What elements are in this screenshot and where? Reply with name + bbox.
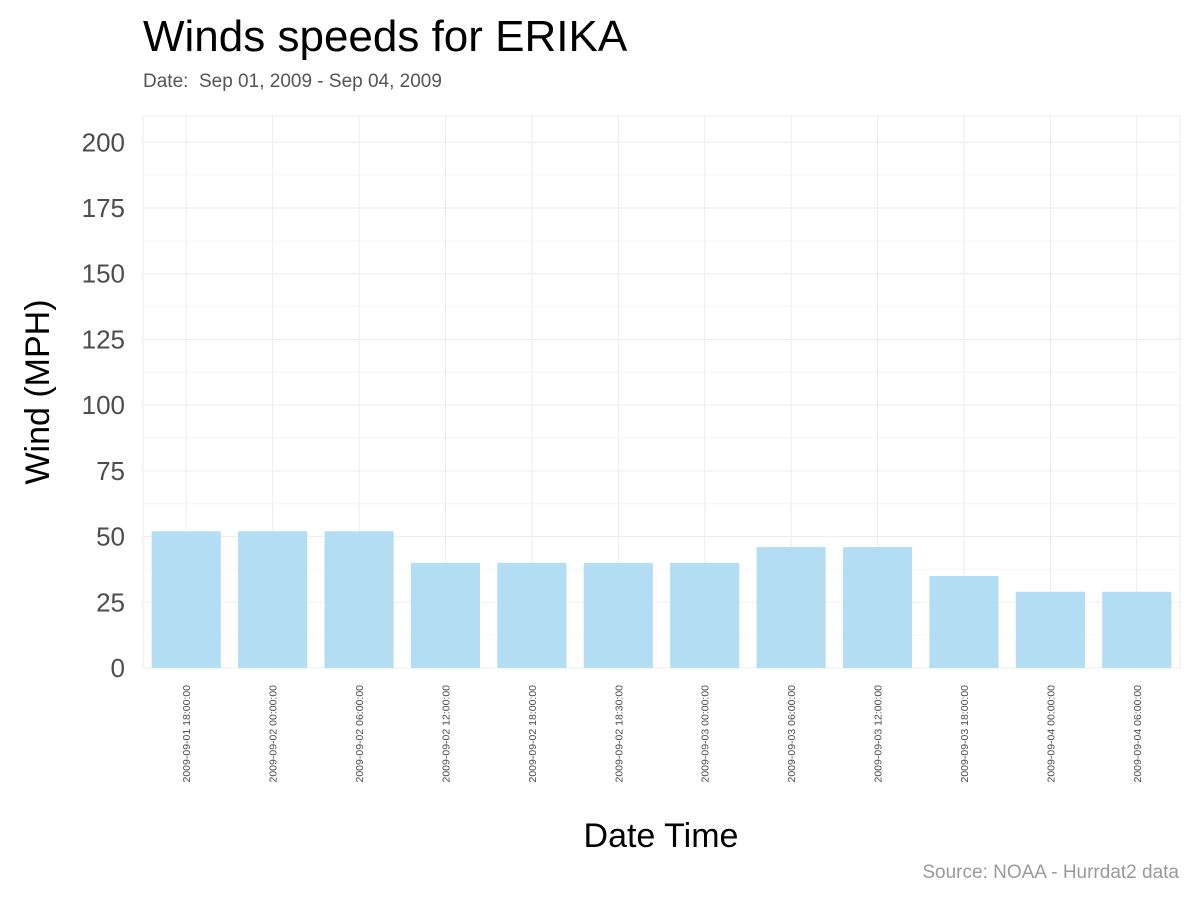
y-tick-label: 25: [96, 587, 125, 617]
x-tick-label: 2009-09-02 00:00:00: [268, 685, 280, 783]
x-tick-label: 2009-09-03 06:00:00: [786, 685, 798, 783]
bar: [670, 562, 740, 668]
bar: [842, 547, 913, 668]
y-tick-label: 0: [111, 653, 125, 683]
axis-layer: 0 25 50 75 100 125 150 175 200 2009-09-01 18:00:0…: [19, 127, 1144, 855]
y-tick-label: 50: [96, 522, 125, 552]
bar: [1015, 591, 1085, 668]
x-tick-label: 2009-09-01 18:00:00: [181, 685, 193, 783]
y-tick-label: 100: [82, 390, 125, 420]
x-tick-label: 2009-09-02 18:30:00: [613, 685, 625, 783]
grid-layer: [142, 115, 1181, 669]
bar: [497, 562, 567, 668]
x-tick-label: 2009-09-02 06:00:00: [354, 685, 366, 783]
x-tick-label: 2009-09-03 12:00:00: [873, 685, 885, 783]
y-tick-label: 200: [82, 127, 125, 157]
chart-caption: Source: NOAA - Hurrdat2 data: [922, 862, 1179, 883]
bar: [238, 531, 308, 668]
bar: [756, 547, 826, 668]
chart-subtitle: Date: Sep 01, 2009 - Sep 04, 2009: [143, 71, 442, 92]
bar-layer: [151, 531, 1172, 668]
x-tick-label: 2009-09-02 18:00:00: [527, 685, 539, 783]
x-tick-label: 2009-09-04 06:00:00: [1132, 685, 1144, 783]
y-tick-label: 150: [82, 259, 125, 289]
chart-title: Winds speeds for ERIKA: [143, 12, 628, 61]
bar: [929, 576, 999, 668]
x-tick-label: 2009-09-03 18:00:00: [959, 685, 971, 783]
bar: [410, 562, 481, 668]
x-axis-title: Date Time: [584, 817, 739, 855]
bar: [151, 531, 221, 668]
bar: [583, 562, 653, 668]
bar: [1102, 591, 1172, 668]
y-tick-label: 125: [82, 324, 125, 354]
y-tick-label: 175: [82, 193, 125, 223]
y-axis-title: Wind (MPH): [19, 299, 57, 484]
x-tick-label: 2009-09-04 00:00:00: [1045, 685, 1057, 783]
bar: [324, 531, 394, 668]
x-tick-label: 2009-09-03 00:00:00: [700, 685, 712, 783]
x-tick-label: 2009-09-02 12:00:00: [440, 685, 452, 783]
y-tick-label: 75: [96, 456, 125, 486]
